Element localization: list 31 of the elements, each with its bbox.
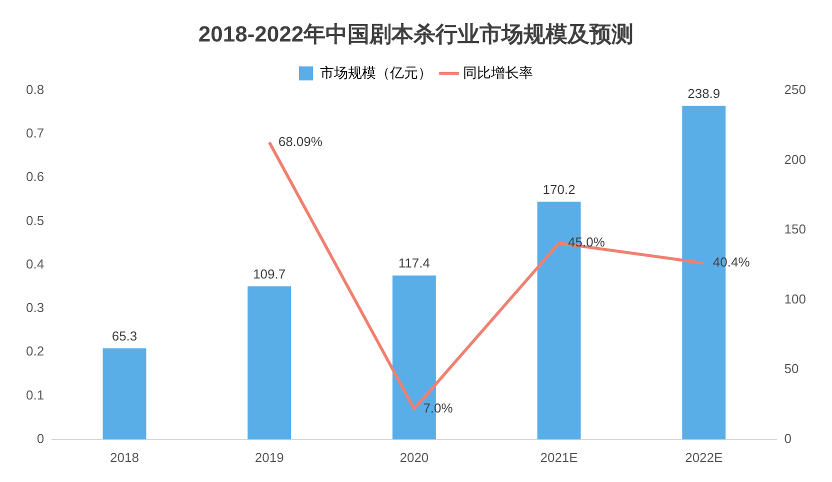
y2-tick-label: 0 (784, 430, 792, 446)
y-tick-label: 0.3 (26, 300, 44, 316)
x-tick-label: 2018 (110, 450, 139, 465)
data-label: 238.9 (688, 86, 720, 101)
y-tick-label: 0.4 (26, 256, 44, 272)
y-tick-label: 0.8 (26, 82, 44, 97)
data-label: 68.09% (278, 134, 323, 149)
y2-tick-label: 100 (784, 291, 806, 306)
bar (102, 348, 146, 440)
y2-tick-label: 50 (784, 361, 799, 376)
y2-tick-label: 200 (784, 152, 806, 167)
data-label: 117.4 (398, 256, 430, 271)
y2-tick-label: 150 (784, 222, 806, 237)
x-tick-label: 2022E (685, 450, 724, 465)
y-tick-label: 0.5 (26, 212, 44, 228)
chart-title: 2018-2022年中国剧本杀行业市场规模及预测 (198, 21, 634, 46)
y-tick-label: 0.2 (26, 344, 44, 359)
bar (248, 286, 292, 440)
legend-label: 同比增长率 (463, 64, 533, 80)
data-label: 109.7 (253, 266, 286, 282)
data-label: 65.3 (112, 328, 138, 344)
x-tick-label: 2021E (540, 450, 578, 465)
y-tick-label: 0.1 (26, 387, 44, 402)
data-label: 170.2 (542, 182, 576, 197)
x-tick-label: 2020 (400, 450, 429, 465)
y2-tick-label: 250 (784, 82, 806, 97)
x-tick-label: 2019 (254, 450, 284, 465)
y-tick-label: 0 (36, 430, 44, 446)
y-tick-label: 0.7 (26, 126, 44, 141)
y-tick-label: 0.6 (26, 169, 44, 184)
legend-label: 市场规模（亿元） (320, 64, 432, 80)
